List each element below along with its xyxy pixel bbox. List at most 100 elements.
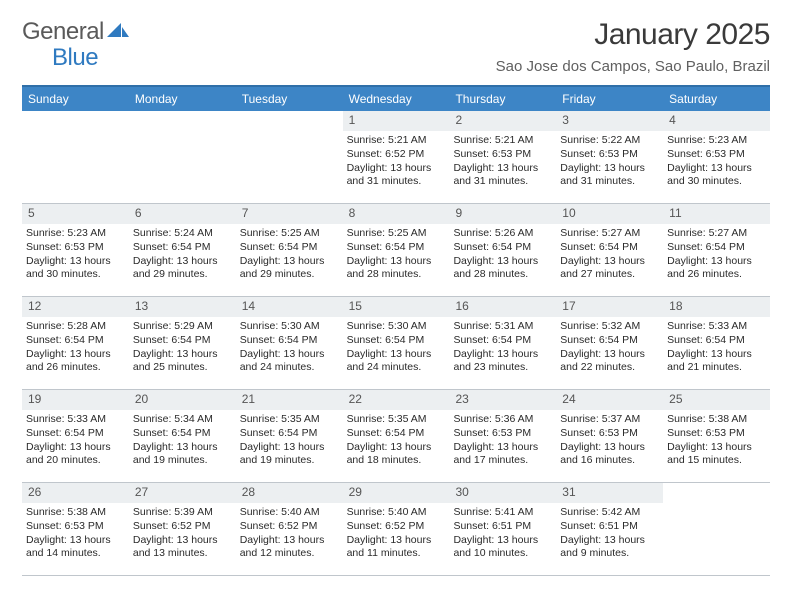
day-header: Friday xyxy=(556,87,663,111)
day-header: Thursday xyxy=(449,87,556,111)
sunset-text: Sunset: 6:51 PM xyxy=(453,520,552,534)
daylight-text: Daylight: 13 hours and 28 minutes. xyxy=(453,255,552,283)
sunrise-text: Sunrise: 5:24 AM xyxy=(133,227,232,241)
sunset-text: Sunset: 6:54 PM xyxy=(667,334,766,348)
day-number: 26 xyxy=(22,483,129,503)
sunset-text: Sunset: 6:51 PM xyxy=(560,520,659,534)
day-header-row: SundayMondayTuesdayWednesdayThursdayFrid… xyxy=(22,87,770,111)
day-number: 9 xyxy=(449,204,556,224)
week-row: 19Sunrise: 5:33 AMSunset: 6:54 PMDayligh… xyxy=(22,390,770,483)
day-number: 28 xyxy=(236,483,343,503)
sunrise-text: Sunrise: 5:39 AM xyxy=(133,506,232,520)
sunrise-text: Sunrise: 5:28 AM xyxy=(26,320,125,334)
day-cell: 1Sunrise: 5:21 AMSunset: 6:52 PMDaylight… xyxy=(343,111,450,203)
sunrise-text: Sunrise: 5:33 AM xyxy=(26,413,125,427)
day-cell: 7Sunrise: 5:25 AMSunset: 6:54 PMDaylight… xyxy=(236,204,343,296)
day-header: Monday xyxy=(129,87,236,111)
sunrise-text: Sunrise: 5:25 AM xyxy=(240,227,339,241)
sunset-text: Sunset: 6:54 PM xyxy=(347,427,446,441)
day-cell: 17Sunrise: 5:32 AMSunset: 6:54 PMDayligh… xyxy=(556,297,663,389)
calendar: SundayMondayTuesdayWednesdayThursdayFrid… xyxy=(22,85,770,576)
sunrise-text: Sunrise: 5:21 AM xyxy=(453,134,552,148)
sunrise-text: Sunrise: 5:38 AM xyxy=(667,413,766,427)
week-row: 12 Sunrise: 5:28 AM Sunset: 6:54 PM Dayligh… xyxy=(22,297,770,390)
day-number: 7 xyxy=(236,204,343,224)
day-cell: 8Sunrise: 5:25 AMSunset: 6:54 PMDaylight… xyxy=(343,204,450,296)
daylight-text: Daylight: 13 hours and 23 minutes. xyxy=(453,348,552,376)
day-cell: 29Sunrise: 5:40 AMSunset: 6:52 PMDayligh… xyxy=(343,483,450,575)
day-number: 19 xyxy=(22,390,129,410)
day-cell: 18Sunrise: 5:33 AMSunset: 6:54 PMDayligh… xyxy=(663,297,770,389)
month-title: January 2025 xyxy=(496,18,770,52)
day-cell: 31Sunrise: 5:42 AMSunset: 6:51 PMDayligh… xyxy=(556,483,663,575)
day-number: 25 xyxy=(663,390,770,410)
day-cell xyxy=(129,111,236,203)
logo-sail-icon xyxy=(107,23,129,39)
day-cell: 27Sunrise: 5:39 AMSunset: 6:52 PMDayligh… xyxy=(129,483,236,575)
day-cell: 28Sunrise: 5:40 AMSunset: 6:52 PMDayligh… xyxy=(236,483,343,575)
day-number: 16 xyxy=(449,297,556,317)
logo-text-general: General xyxy=(22,18,104,46)
week-row: 5Sunrise: 5:23 AMSunset: 6:53 PMDaylight… xyxy=(22,204,770,297)
day-number: 30 xyxy=(449,483,556,503)
sunset-text: Sunset: 6:53 PM xyxy=(26,241,125,255)
day-header: Wednesday xyxy=(343,87,450,111)
sunrise-text: Sunrise: 5:37 AM xyxy=(560,413,659,427)
sunrise-text: Sunrise: 5:38 AM xyxy=(26,506,125,520)
day-number: 21 xyxy=(236,390,343,410)
sunset-text: Sunset: 6:54 PM xyxy=(133,427,232,441)
day-header: Sunday xyxy=(22,87,129,111)
day-number: 12 xyxy=(22,297,129,317)
day-cell: 12Sunrise: 5:28 AMSunset: 6:54 PMDayligh… xyxy=(22,297,129,389)
day-number: 20 xyxy=(129,390,236,410)
sunset-text: Sunset: 6:53 PM xyxy=(453,427,552,441)
sunrise-text: Sunrise: 5:36 AM xyxy=(453,413,552,427)
daylight-text: Daylight: 13 hours and 19 minutes. xyxy=(133,441,232,469)
sunset-text: Sunset: 6:52 PM xyxy=(133,520,232,534)
day-number: 8 xyxy=(343,204,450,224)
sunset-text: Sunset: 6:53 PM xyxy=(26,520,125,534)
day-number: 22 xyxy=(343,390,450,410)
day-number: 13 xyxy=(129,297,236,317)
day-header: Saturday xyxy=(663,87,770,111)
daylight-text: Daylight: 13 hours and 18 minutes. xyxy=(347,441,446,469)
daylight-text: Daylight: 13 hours and 20 minutes. xyxy=(26,441,125,469)
day-cell: 4Sunrise: 5:23 AMSunset: 6:53 PMDaylight… xyxy=(663,111,770,203)
day-cell: 2Sunrise: 5:21 AMSunset: 6:53 PMDaylight… xyxy=(449,111,556,203)
day-cell: 6Sunrise: 5:24 AMSunset: 6:54 PMDaylight… xyxy=(129,204,236,296)
day-cell: 25Sunrise: 5:38 AMSunset: 6:53 PMDayligh… xyxy=(663,390,770,482)
week-row: 26 Sunrise: 5:38 AMSunset: 6:53 PM Dayligh… xyxy=(22,483,770,576)
day-header: Tuesday xyxy=(236,87,343,111)
daylight-text: Daylight: 13 hours and 16 minutes. xyxy=(560,441,659,469)
sunset-text: Sunset: 6:52 PM xyxy=(347,148,446,162)
sunset-text: Sunset: 6:54 PM xyxy=(240,241,339,255)
daylight-text: Daylight: 13 hours and 26 minutes. xyxy=(26,348,125,376)
day-cell: 21Sunrise: 5:35 AMSunset: 6:54 PMDayligh… xyxy=(236,390,343,482)
sunrise-text: Sunrise: 5:34 AM xyxy=(133,413,232,427)
sunrise-text: Sunrise: 5:29 AM xyxy=(133,320,232,334)
day-cell xyxy=(236,111,343,203)
day-cell: 13Sunrise: 5:29 AMSunset: 6:54 PMDayligh… xyxy=(129,297,236,389)
sunrise-text: Sunrise: 5:25 AM xyxy=(347,227,446,241)
daylight-text: Daylight: 13 hours and 17 minutes. xyxy=(453,441,552,469)
week-row: 1Sunrise: 5:21 AM Sunset: 6:52 PM Daylight… xyxy=(22,111,770,204)
daylight-text: Daylight: 13 hours and 13 minutes. xyxy=(133,534,232,562)
daylight-text: Daylight: 13 hours and 29 minutes. xyxy=(133,255,232,283)
day-cell: 24Sunrise: 5:37 AMSunset: 6:53 PMDayligh… xyxy=(556,390,663,482)
day-number: 18 xyxy=(663,297,770,317)
sunrise-text: Sunrise: 5:22 AM xyxy=(560,134,659,148)
logo: General Blue xyxy=(22,18,129,46)
sunset-text: Sunset: 6:54 PM xyxy=(133,241,232,255)
sunset-text: Sunset: 6:54 PM xyxy=(347,241,446,255)
daylight-text: Daylight: 13 hours and 30 minutes. xyxy=(26,255,125,283)
sunrise-text: Sunrise: 5:30 AM xyxy=(347,320,446,334)
sunset-text: Sunset: 6:54 PM xyxy=(347,334,446,348)
daylight-text: Daylight: 13 hours and 31 minutes. xyxy=(560,162,659,190)
day-number: 1 xyxy=(343,111,450,131)
header: General Blue January 2025 Sao Jose dos C… xyxy=(22,18,770,75)
day-cell: 20 Sunrise: 5:34 AMSunset: 6:54 PMDayligh… xyxy=(129,390,236,482)
sunrise-text: Sunrise: 5:40 AM xyxy=(240,506,339,520)
daylight-text: Daylight: 13 hours and 22 minutes. xyxy=(560,348,659,376)
day-number: 11 xyxy=(663,204,770,224)
daylight-text: Daylight: 13 hours and 31 minutes. xyxy=(453,162,552,190)
